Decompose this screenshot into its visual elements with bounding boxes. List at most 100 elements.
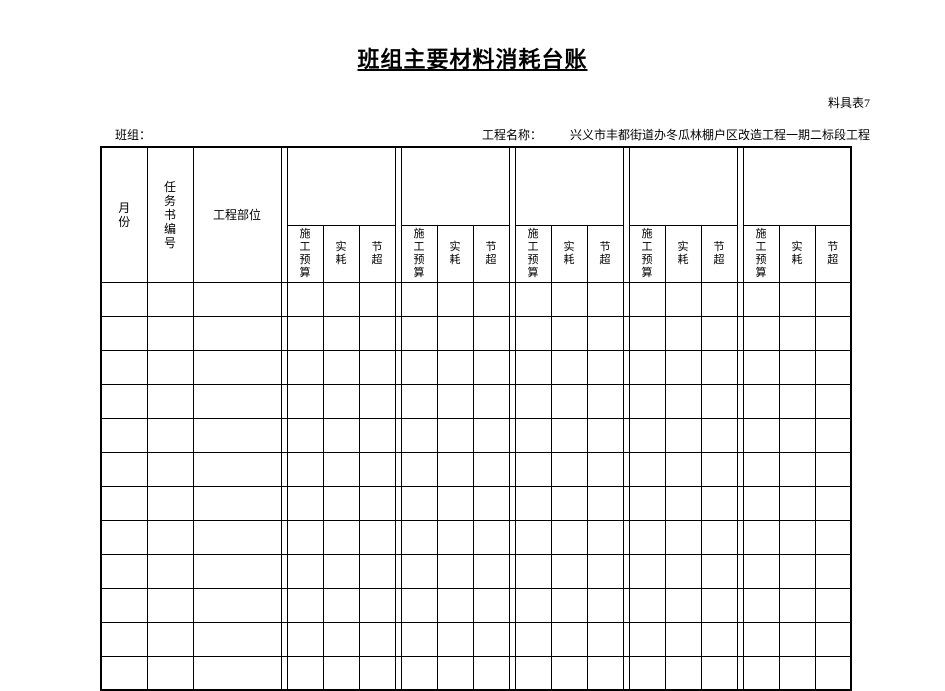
table-cell (629, 418, 665, 452)
meta-row: 班组： 工程名称： 兴义市丰都街道办冬瓜林棚户区改造工程一期二标段工程 (115, 126, 870, 143)
table-cell (359, 554, 395, 588)
ledger-thead: 月份 任务书编号 工程部位 施工预算实耗节超施工预算实耗节超施工预算实耗节超施工… (101, 147, 851, 282)
table-cell (701, 520, 737, 554)
table-cell (101, 384, 147, 418)
table-cell (587, 486, 623, 520)
table-cell (629, 486, 665, 520)
table-cell (359, 656, 395, 690)
table-cell (359, 282, 395, 316)
table-cell (515, 316, 551, 350)
table-cell (193, 418, 281, 452)
table-cell (401, 452, 437, 486)
subheader-cell: 施工预算 (401, 225, 437, 282)
table-cell (779, 520, 815, 554)
table-cell (323, 622, 359, 656)
table-cell (193, 384, 281, 418)
table-cell (587, 384, 623, 418)
table-cell (551, 486, 587, 520)
group-header (515, 147, 623, 225)
table-cell (323, 452, 359, 486)
table-cell (701, 350, 737, 384)
table-cell (401, 384, 437, 418)
table-cell (629, 350, 665, 384)
table-cell (323, 656, 359, 690)
table-cell (629, 316, 665, 350)
table-cell (743, 350, 779, 384)
table-cell (287, 384, 323, 418)
hdr-task: 任务书编号 (147, 147, 193, 282)
table-cell (551, 520, 587, 554)
table-cell (473, 486, 509, 520)
table-cell (147, 520, 193, 554)
table-cell (287, 452, 323, 486)
table-cell (287, 316, 323, 350)
subheader-cell: 节超 (701, 225, 737, 282)
project-name: 兴义市丰都街道办冬瓜林棚户区改造工程一期二标段工程 (570, 126, 870, 143)
table-cell (551, 282, 587, 316)
table-cell (287, 554, 323, 588)
table-row (101, 554, 851, 588)
subheader-cell: 实耗 (437, 225, 473, 282)
table-cell (743, 452, 779, 486)
ledger-table-wrap: 月份 任务书编号 工程部位 施工预算实耗节超施工预算实耗节超施工预算实耗节超施工… (100, 146, 852, 691)
table-cell (515, 554, 551, 588)
table-cell (665, 588, 701, 622)
table-cell (437, 384, 473, 418)
table-cell (147, 588, 193, 622)
table-cell (743, 384, 779, 418)
table-cell (437, 554, 473, 588)
table-cell (701, 418, 737, 452)
table-cell (473, 452, 509, 486)
table-cell (437, 622, 473, 656)
table-cell (437, 350, 473, 384)
subheader-cell: 节超 (473, 225, 509, 282)
table-cell (287, 350, 323, 384)
table-cell (815, 350, 851, 384)
table-cell (515, 486, 551, 520)
table-cell (359, 316, 395, 350)
table-cell (815, 384, 851, 418)
table-cell (101, 520, 147, 554)
table-cell (437, 452, 473, 486)
table-cell (629, 452, 665, 486)
table-cell (515, 588, 551, 622)
table-cell (473, 622, 509, 656)
table-cell (629, 384, 665, 418)
table-cell (701, 384, 737, 418)
table-cell (665, 282, 701, 316)
form-number: 料具表7 (828, 94, 870, 111)
table-cell (551, 316, 587, 350)
table-cell (193, 350, 281, 384)
table-cell (629, 282, 665, 316)
table-cell (743, 656, 779, 690)
table-cell (701, 656, 737, 690)
group-header (629, 147, 737, 225)
table-cell (323, 384, 359, 418)
table-cell (147, 384, 193, 418)
table-cell (193, 486, 281, 520)
table-cell (629, 656, 665, 690)
table-cell (473, 656, 509, 690)
subheader-cell: 施工预算 (287, 225, 323, 282)
table-cell (473, 588, 509, 622)
table-cell (287, 418, 323, 452)
table-cell (779, 486, 815, 520)
table-cell (147, 282, 193, 316)
table-cell (629, 520, 665, 554)
table-cell (287, 622, 323, 656)
table-cell (551, 588, 587, 622)
table-cell (551, 554, 587, 588)
table-cell (629, 622, 665, 656)
table-cell (629, 554, 665, 588)
table-cell (701, 588, 737, 622)
table-cell (101, 418, 147, 452)
table-cell (815, 452, 851, 486)
table-cell (587, 282, 623, 316)
table-cell (359, 452, 395, 486)
table-cell (665, 554, 701, 588)
table-cell (743, 316, 779, 350)
table-cell (551, 452, 587, 486)
table-cell (701, 486, 737, 520)
table-cell (101, 282, 147, 316)
table-cell (359, 418, 395, 452)
